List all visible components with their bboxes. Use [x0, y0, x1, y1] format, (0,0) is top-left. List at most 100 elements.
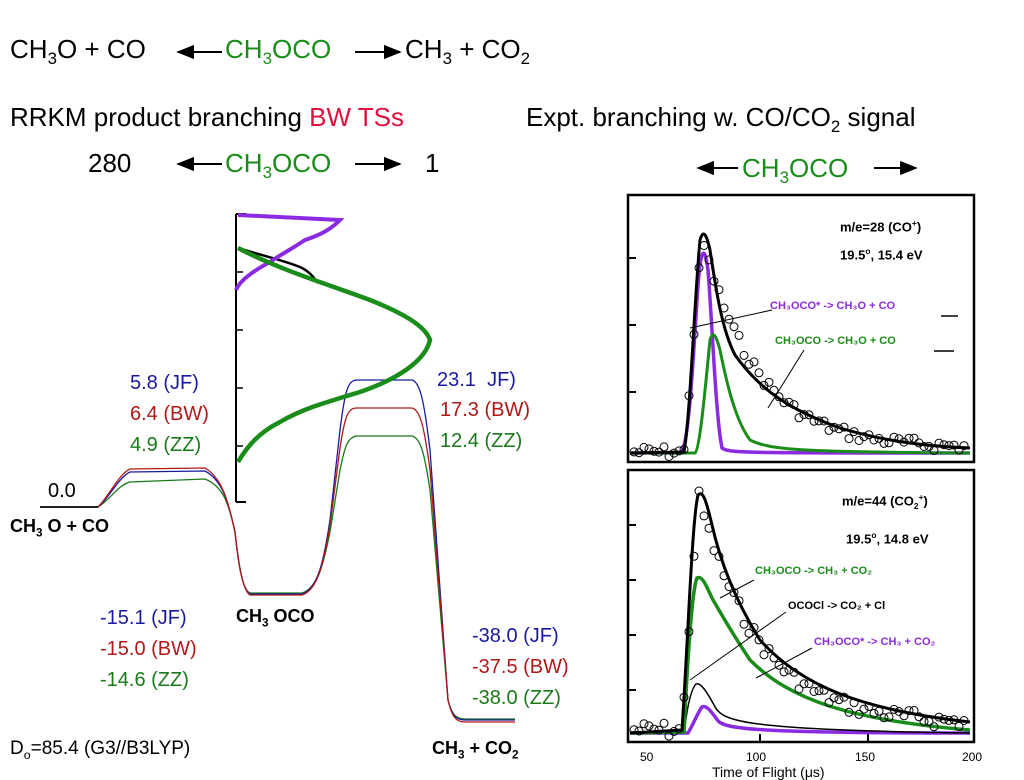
product-label: CH3 + CO2 [432, 738, 519, 762]
x-tick: 150 [855, 750, 876, 764]
bottom-legend-purple: CH₃OCO* -> CH₃ + CO₂ [814, 636, 936, 648]
top-panel-title: m/e=28 (CO+) [840, 218, 922, 235]
data-point [739, 619, 749, 629]
data-point [844, 707, 854, 717]
data-point [684, 391, 694, 401]
data-point [804, 679, 814, 689]
data-point [799, 410, 809, 419]
x-axis-label: Time of Flight (μs) [712, 764, 825, 780]
data-point [919, 717, 929, 727]
ts2-jf: 23.1 JF) [437, 369, 516, 391]
data-point [714, 285, 724, 295]
data-point [844, 434, 854, 444]
data-point [834, 695, 844, 705]
data-point [724, 314, 734, 324]
data-point [779, 667, 789, 677]
data-point [719, 303, 729, 313]
top-panel-conditions: 19.5o, 15.4 eV [840, 246, 923, 263]
data-point [864, 430, 874, 440]
data-point [854, 709, 864, 719]
data-point [829, 693, 839, 703]
bw-ts-label: BW TSs [309, 102, 405, 132]
product-bw: -37.5 (BW) [472, 656, 569, 678]
data-point [839, 692, 849, 702]
data-point [694, 486, 704, 496]
data-point [709, 276, 719, 286]
data-point [759, 650, 769, 660]
data-point [729, 322, 739, 332]
data-point [794, 413, 804, 423]
data-point [849, 427, 859, 437]
expt-label: Expt. branching w. CO/CO2 signal [526, 102, 916, 137]
data-point [704, 523, 714, 533]
data-point [894, 434, 904, 444]
data-point [659, 442, 669, 452]
data-point [744, 628, 754, 638]
data-point [679, 444, 689, 454]
data-point [699, 511, 709, 521]
data-point [829, 422, 839, 432]
data-point [919, 442, 929, 451]
data-point [859, 432, 869, 442]
data-point [749, 357, 759, 367]
energy-profile-bw [40, 407, 515, 723]
data-point [909, 433, 919, 443]
rrkm-left-value: 280 [88, 148, 132, 178]
data-point [734, 330, 744, 340]
data-point [879, 438, 889, 448]
data-point [944, 441, 954, 451]
data-point [664, 731, 674, 741]
bottom-fit-green [629, 575, 971, 735]
product-zz: -38.0 (ZZ) [472, 687, 561, 709]
data-point [824, 698, 834, 707]
reaction-right: CH3 + CO2 [405, 34, 531, 69]
data-point [814, 416, 824, 426]
top-fit-purple [630, 251, 971, 455]
data-point [779, 398, 789, 408]
data-point [819, 685, 829, 695]
rrkm-label: RRKM product branching BW TSs [10, 102, 405, 132]
data-point [719, 571, 729, 581]
data-point [694, 263, 704, 273]
data-point [819, 416, 829, 426]
data-point [744, 359, 754, 369]
data-point [784, 665, 794, 675]
bottom-panel-conditions: 19.5o, 14.8 eV [846, 530, 929, 547]
data-point [934, 438, 944, 448]
data-point [809, 687, 819, 696]
data-point [634, 726, 644, 736]
data-point [859, 704, 869, 714]
panel-top-frame [626, 193, 976, 464]
data-point [649, 724, 659, 734]
data-point [839, 422, 849, 432]
reactant-energy-value: 0.0 [48, 480, 76, 502]
data-point [904, 706, 914, 716]
data-point [769, 385, 779, 395]
data-point [784, 397, 794, 407]
data-point [644, 721, 654, 731]
reactant-label: CH3 O + CO [10, 516, 110, 540]
data-point [799, 679, 809, 689]
rrkm-right-value: 1 [425, 148, 440, 178]
data-point [789, 400, 799, 410]
data-point [909, 706, 919, 715]
d0-label: Do=85.4 (G3//B3LYP) [10, 738, 191, 762]
inset-curve-purple [234, 213, 345, 291]
data-point [874, 706, 884, 716]
data-point [629, 725, 639, 735]
data-point [884, 438, 894, 448]
data-point [689, 329, 699, 339]
data-point [764, 377, 774, 387]
data-point [669, 448, 679, 458]
bottom-fit-thin-black [630, 682, 971, 734]
data-point [664, 452, 674, 461]
bottom-legend-black: OCOCl -> CO₂ + Cl [788, 600, 886, 612]
data-point [684, 627, 694, 637]
data-point [724, 582, 734, 592]
data-point [874, 433, 884, 443]
top-data-points [629, 241, 969, 461]
well-jf: -15.1 (JF) [100, 607, 187, 629]
data-point [924, 717, 934, 726]
data-point [934, 712, 944, 722]
data-point [714, 551, 724, 561]
